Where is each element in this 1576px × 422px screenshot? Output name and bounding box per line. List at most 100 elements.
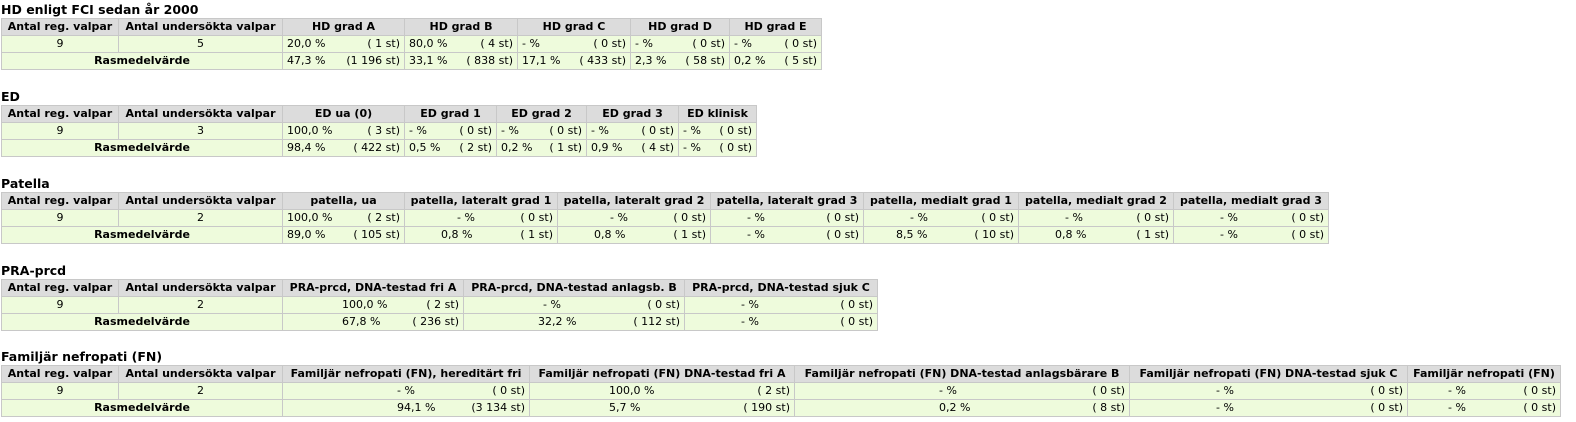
- hd-ras-d: 2,3 %( 58 st): [630, 52, 730, 70]
- col-und-header: Antal undersökta valpar: [118, 18, 283, 36]
- col-reg-header: Antal reg. valpar: [1, 279, 119, 297]
- ed-litter-row: 9 3 100,0 %( 3 st) - %( 0 st) - %( 0 st)…: [1, 122, 757, 140]
- pra-cell-fri: 100,0 %( 2 st): [282, 296, 464, 314]
- patella-cell-lat2: - %( 0 st): [557, 209, 711, 227]
- fn-ras-sjuk: - %( 0 st): [1129, 399, 1408, 417]
- pra-header-sjuk: PRA-prcd, DNA-testad sjuk C: [684, 279, 878, 297]
- ed-section: ED Antal reg. valpar Antal undersökta va…: [1, 89, 757, 157]
- hd-cell-b: 80,0 %( 4 st): [404, 35, 518, 53]
- ed-header-ua: ED ua (0): [282, 105, 405, 123]
- hd-table: Antal reg. valpar Antal undersökta valpa…: [1, 18, 822, 70]
- ed-ras-ua: 98,4 %( 422 st): [282, 139, 405, 157]
- reg-value: 9: [1, 35, 119, 53]
- patella-header-med1: patella, medialt grad 1: [863, 192, 1019, 210]
- patella-ras-lat2: 0,8 %( 1 st): [557, 226, 711, 244]
- patella-cell-lat1: - %( 0 st): [404, 209, 558, 227]
- hd-ras-c: 17,1 %( 433 st): [517, 52, 631, 70]
- patella-cell-med2: - %( 0 st): [1018, 209, 1174, 227]
- fn-header-last: Familjär nefropati (FN): [1407, 365, 1561, 383]
- reg-value: 9: [1, 122, 119, 140]
- pra-header-anlagsb: PRA-prcd, DNA-testad anlagsb. B: [463, 279, 685, 297]
- ed-cell-1: - %( 0 st): [404, 122, 497, 140]
- fn-ras-dna-fri: 5,7 %( 190 st): [529, 399, 795, 417]
- pra-table: Antal reg. valpar Antal undersökta valpa…: [1, 279, 878, 331]
- col-und-header: Antal undersökta valpar: [118, 192, 283, 210]
- undersokta-value: 2: [118, 382, 283, 400]
- pra-title: PRA-prcd: [1, 263, 67, 278]
- ed-cell-2: - %( 0 st): [496, 122, 587, 140]
- hd-section: HD enligt FCI sedan år 2000 Antal reg. v…: [1, 2, 822, 70]
- hd-cell-c: - %( 0 st): [517, 35, 631, 53]
- ed-ras-1: 0,5 %( 2 st): [404, 139, 497, 157]
- pra-ras-anlagsb: 32,2 %( 112 st): [463, 313, 685, 331]
- hd-header-a: HD grad A: [282, 18, 405, 36]
- ed-title: ED: [1, 89, 20, 104]
- col-reg-header: Antal reg. valpar: [1, 192, 119, 210]
- ed-ras-2: 0,2 %( 1 st): [496, 139, 587, 157]
- col-und-header: Antal undersökta valpar: [118, 279, 283, 297]
- col-und-header: Antal undersökta valpar: [118, 105, 283, 123]
- pra-cell-sjuk: - %( 0 st): [684, 296, 878, 314]
- pra-section: PRA-prcd Antal reg. valpar Antal undersö…: [1, 263, 878, 331]
- fn-litter-row: 9 2 - %( 0 st) 100,0 %( 2 st) - %( 0 st)…: [1, 382, 1561, 400]
- patella-cell-med3: - %( 0 st): [1173, 209, 1329, 227]
- ed-table: Antal reg. valpar Antal undersökta valpa…: [1, 105, 757, 157]
- patella-ras-med2: 0,8 %( 1 st): [1018, 226, 1174, 244]
- fn-header-anlagsbarare: Familjär nefropati (FN) DNA-testad anlag…: [794, 365, 1130, 383]
- hd-cell-e: - %( 0 st): [729, 35, 822, 53]
- undersokta-value: 2: [118, 296, 283, 314]
- hd-ras-a: 47,3 % (1 196 st): [282, 52, 405, 70]
- patella-cell-med1: - %( 0 st): [863, 209, 1019, 227]
- reg-value: 9: [1, 382, 119, 400]
- patella-header-med3: patella, medialt grad 3: [1173, 192, 1329, 210]
- rasmedel-label: Rasmedelvärde: [1, 226, 283, 244]
- patella-ras-ua: 89,0 %( 105 st): [282, 226, 405, 244]
- patella-header-lat2: patella, lateralt grad 2: [557, 192, 711, 210]
- patella-rasmedel-row: Rasmedelvärde 89,0 %( 105 st) 0,8 %( 1 s…: [1, 226, 1329, 244]
- patella-ras-med1: 8,5 %( 10 st): [863, 226, 1019, 244]
- col-reg-header: Antal reg. valpar: [1, 18, 119, 36]
- rasmedel-label: Rasmedelvärde: [1, 52, 283, 70]
- fn-rasmedel-row: Rasmedelvärde 94,1 % (3 134 st) 5,7 %( 19…: [1, 399, 1561, 417]
- ed-rasmedel-row: Rasmedelvärde 98,4 %( 422 st) 0,5 %( 2 s…: [1, 139, 757, 157]
- fn-header-hered-fri: Familjär nefropati (FN), hereditärt fri: [282, 365, 530, 383]
- pra-litter-row: 9 2 100,0 %( 2 st) - %( 0 st) - %( 0 st): [1, 296, 878, 314]
- undersokta-value: 5: [118, 35, 283, 53]
- fn-ras-anlagsbarare: 0,2 %( 8 st): [794, 399, 1130, 417]
- hd-cell-d: - %( 0 st): [630, 35, 730, 53]
- pra-header-row: Antal reg. valpar Antal undersökta valpa…: [1, 279, 878, 297]
- undersokta-value: 2: [118, 209, 283, 227]
- fn-cell-last: - %( 0 st): [1407, 382, 1561, 400]
- patella-cell-lat3: - %( 0 st): [710, 209, 864, 227]
- pra-ras-fri: 67,8 %( 236 st): [282, 313, 464, 331]
- rasmedel-label: Rasmedelvärde: [1, 313, 283, 331]
- ed-ras-klinisk: - %( 0 st): [678, 139, 757, 157]
- ed-header-1: ED grad 1: [404, 105, 497, 123]
- hd-header-e: HD grad E: [729, 18, 822, 36]
- ed-header-row: Antal reg. valpar Antal undersökta valpa…: [1, 105, 757, 123]
- fn-cell-dna-fri: 100,0 %( 2 st): [529, 382, 795, 400]
- hd-ras-b: 33,1 %( 838 st): [404, 52, 518, 70]
- hd-cell-a: 20,0 %( 1 st): [282, 35, 405, 53]
- hd-rasmedel-row: Rasmedelvärde 47,3 % (1 196 st) 33,1 %( 8…: [1, 52, 822, 70]
- patella-header-lat1: patella, lateralt grad 1: [404, 192, 558, 210]
- hd-header-b: HD grad B: [404, 18, 518, 36]
- patella-ras-lat3: - %( 0 st): [710, 226, 864, 244]
- patella-ras-med3: - %( 0 st): [1173, 226, 1329, 244]
- patella-section: Patella Antal reg. valpar Antal undersök…: [1, 176, 1329, 244]
- pra-cell-anlagsb: - %( 0 st): [463, 296, 685, 314]
- ed-ras-3: 0,9 %( 4 st): [586, 139, 679, 157]
- undersokta-value: 3: [118, 122, 283, 140]
- col-reg-header: Antal reg. valpar: [1, 105, 119, 123]
- fn-cell-anlagsbarare: - %( 0 st): [794, 382, 1130, 400]
- fn-header-dna-fri: Familjär nefropati (FN) DNA-testad fri A: [529, 365, 795, 383]
- fn-table: Antal reg. valpar Antal undersökta valpa…: [1, 365, 1561, 417]
- rasmedel-label: Rasmedelvärde: [1, 139, 283, 157]
- fn-ras-last: - %( 0 st): [1407, 399, 1561, 417]
- patella-litter-row: 9 2 100,0 %( 2 st) - %( 0 st) - %( 0 st)…: [1, 209, 1329, 227]
- ed-header-2: ED grad 2: [496, 105, 587, 123]
- pra-rasmedel-row: Rasmedelvärde 67,8 %( 236 st) 32,2 %( 11…: [1, 313, 878, 331]
- fn-header-row: Antal reg. valpar Antal undersökta valpa…: [1, 365, 1561, 383]
- rasmedel-label: Rasmedelvärde: [1, 399, 283, 417]
- patella-header-row: Antal reg. valpar Antal undersökta valpa…: [1, 192, 1329, 210]
